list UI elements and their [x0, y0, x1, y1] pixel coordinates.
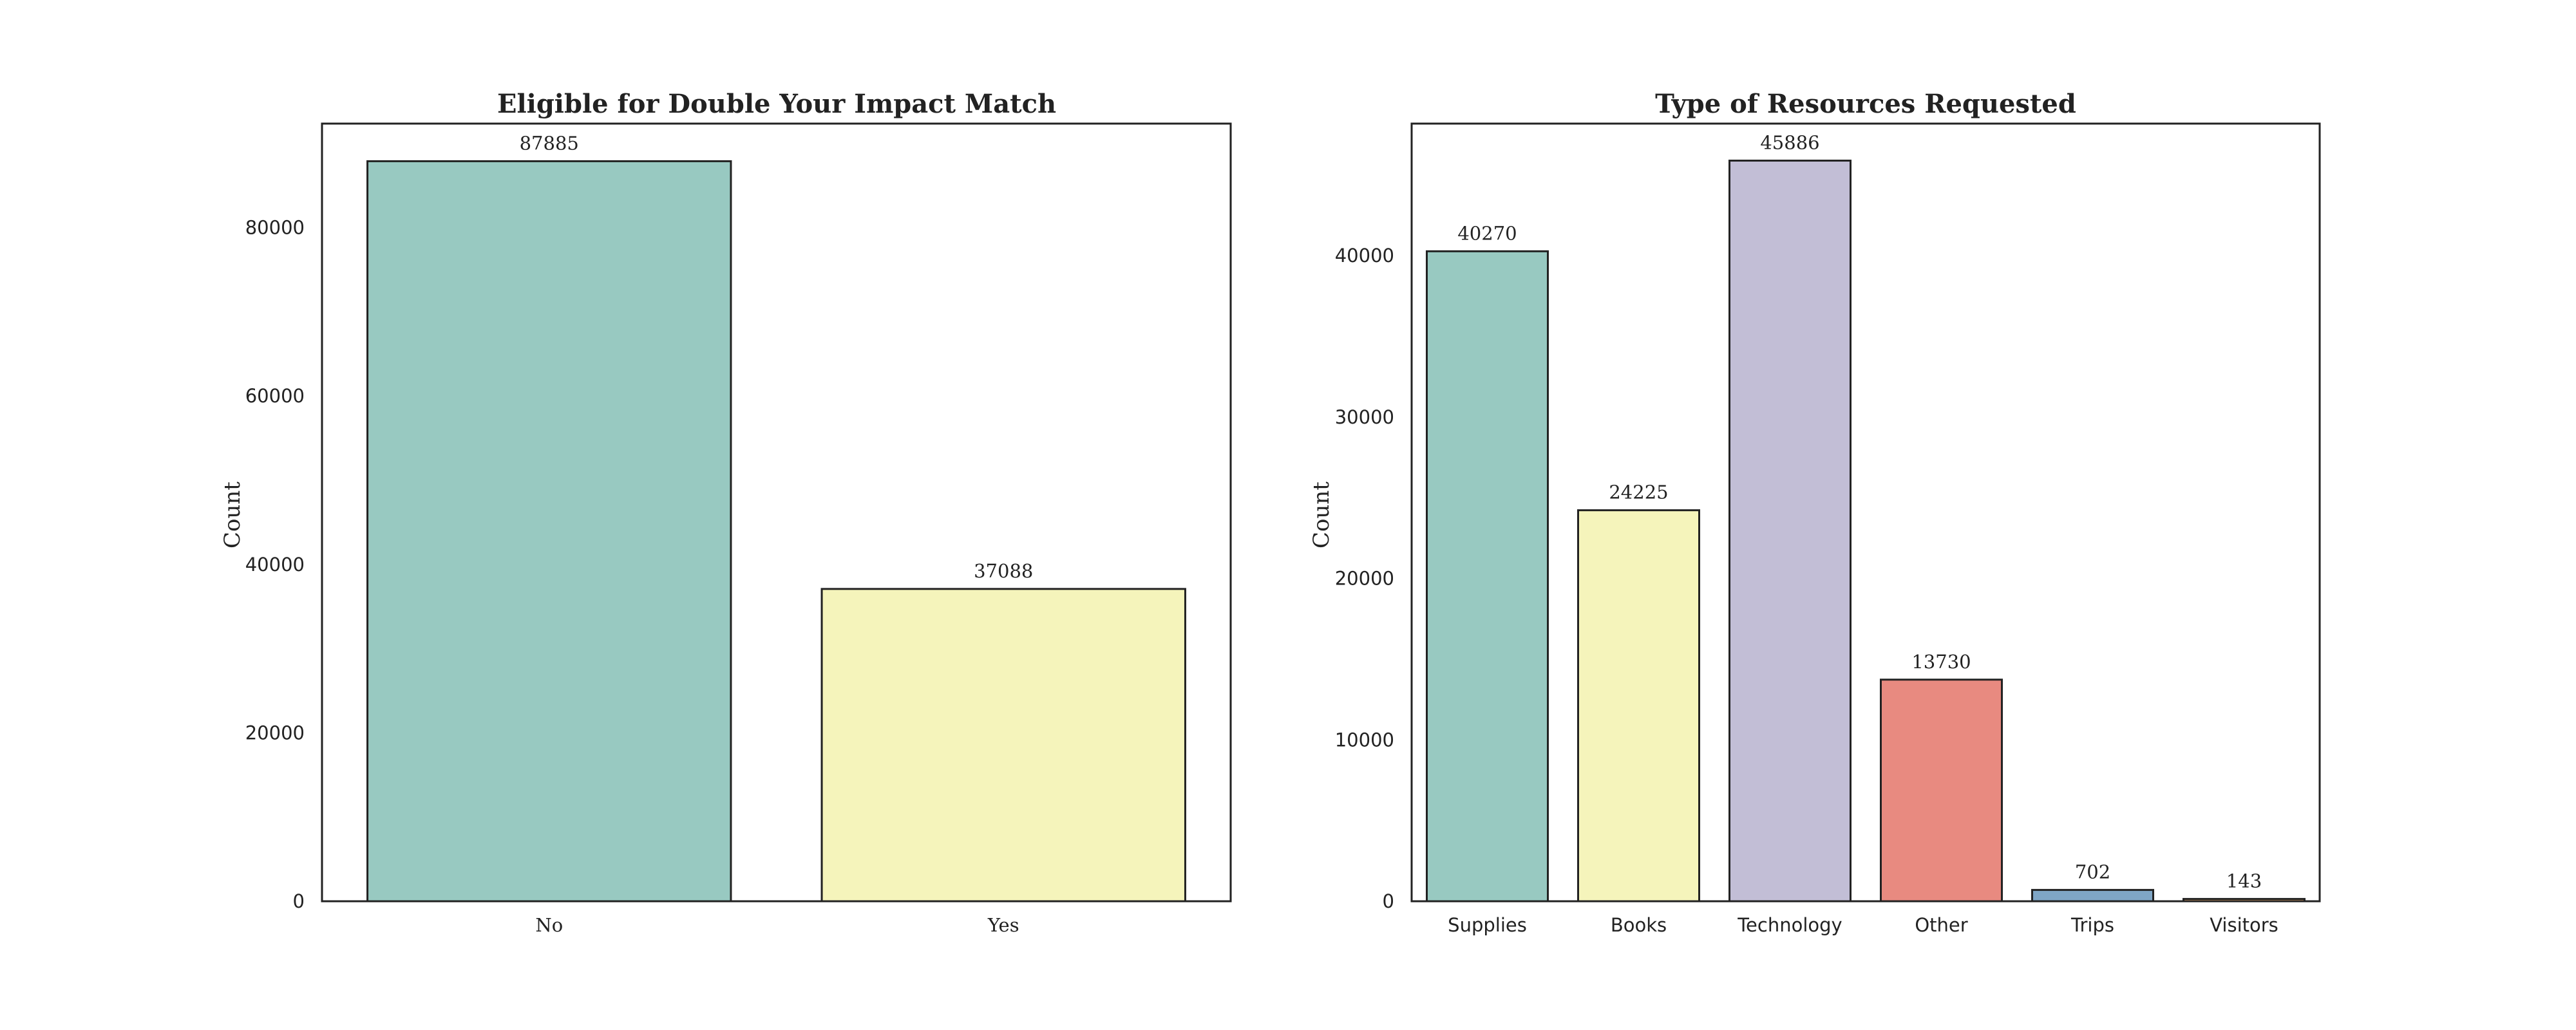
bar-yes — [820, 588, 1186, 903]
bars — [366, 160, 1186, 903]
data-labels: 87885 37088 — [520, 132, 1034, 581]
x-tick-label-technology: Technology — [1737, 914, 1842, 936]
y-tick-label: 60000 — [245, 385, 305, 407]
chart-title: Type of Resources Requested — [1655, 89, 2076, 119]
data-label-yes: 37088 — [974, 560, 1033, 582]
plot-frame — [1410, 122, 2321, 903]
y-tick-label: 0 — [293, 890, 305, 912]
y-axis-ticks: 0 20000 40000 60000 80000 — [245, 217, 305, 912]
x-tick-label-visitors: Visitors — [2210, 914, 2278, 936]
y-tick-label: 20000 — [1335, 568, 1394, 590]
x-tick-label-trips: Trips — [2070, 914, 2114, 936]
data-label-visitors: 143 — [2226, 870, 2262, 892]
bar-books — [1577, 509, 1700, 903]
data-label-supplies: 40270 — [1457, 222, 1517, 244]
y-tick-label: 40000 — [1335, 245, 1394, 267]
x-tick-label-supplies: Supplies — [1448, 914, 1527, 936]
data-label-no: 87885 — [520, 132, 579, 154]
bar-supplies — [1426, 250, 1549, 903]
bar-no — [366, 160, 732, 903]
y-tick-label: 80000 — [245, 217, 305, 239]
x-tick-label-yes: Yes — [987, 914, 1019, 936]
x-tick-label-books: Books — [1611, 914, 1667, 936]
y-tick-label: 30000 — [1335, 406, 1394, 428]
x-tick-label-other: Other — [1915, 914, 1967, 936]
data-labels: 40270 24225 45886 13730 702 143 — [1457, 132, 2262, 892]
y-tick-label: 20000 — [245, 722, 305, 744]
y-tick-label: 10000 — [1335, 729, 1394, 751]
y-axis-ticks: 0 10000 20000 30000 40000 — [1335, 245, 1394, 912]
y-axis-label: Count — [1309, 482, 1334, 548]
chart-double-impact-match: Eligible for Double Your Impact Match Co… — [220, 89, 1232, 936]
x-axis-ticks: No Yes — [535, 914, 1019, 936]
plot-frame — [321, 122, 1232, 903]
bar-trips — [2031, 888, 2154, 903]
y-tick-label: 40000 — [245, 554, 305, 576]
x-axis-ticks: Supplies Books Technology Other Trips Visitor… — [1448, 914, 2278, 936]
data-label-trips: 702 — [2075, 861, 2110, 883]
x-tick-label-no: No — [535, 914, 563, 936]
data-label-other: 13730 — [1911, 651, 1971, 673]
chart-resources-requested: Type of Resources Requested Count 0 10000… — [1309, 89, 2321, 936]
y-axis-label: Count — [220, 482, 245, 548]
data-label-technology: 45886 — [1760, 132, 1819, 154]
y-tick-label: 0 — [1383, 890, 1394, 912]
bar-technology — [1728, 160, 1852, 903]
data-label-books: 24225 — [1609, 482, 1668, 503]
chart-title: Eligible for Double Your Impact Match — [497, 89, 1056, 119]
bars — [1426, 160, 2306, 903]
bar-other — [1880, 679, 2003, 903]
